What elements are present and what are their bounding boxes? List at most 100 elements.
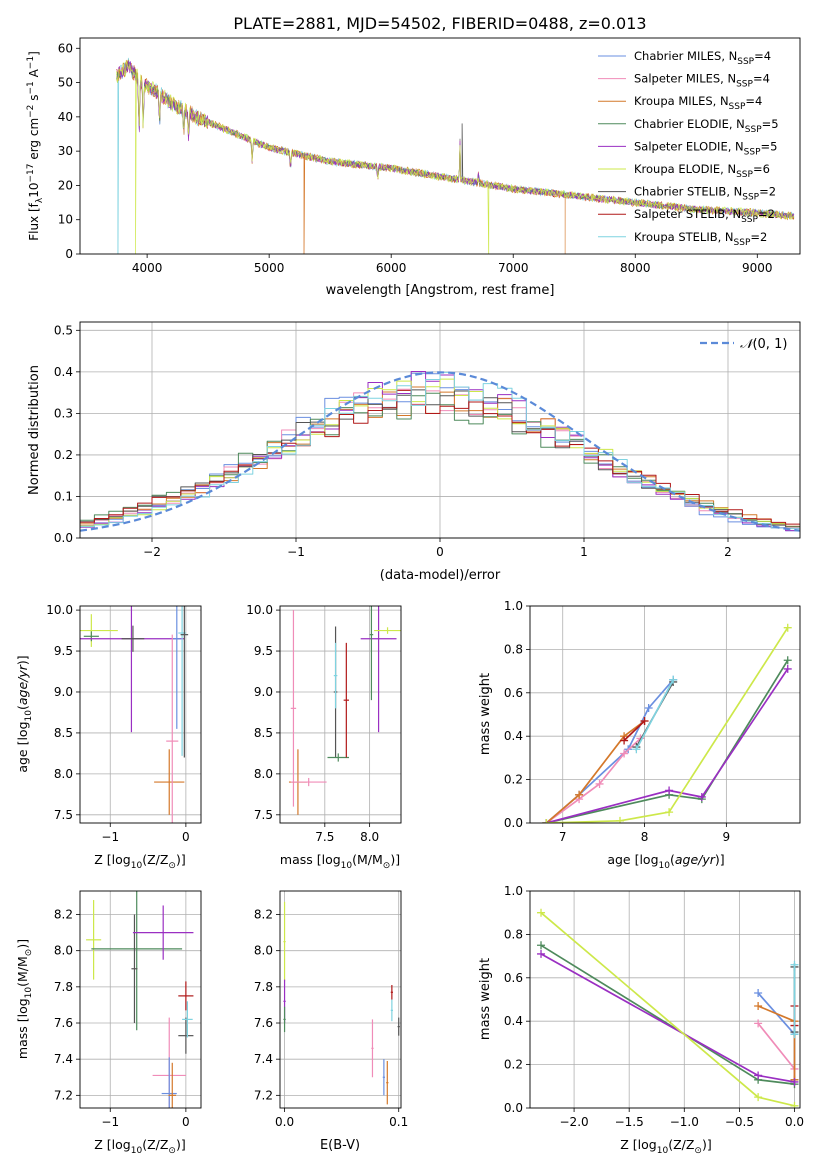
- series-chabrier-elodie: [537, 941, 799, 1089]
- y-tick-label: 9.5: [54, 644, 73, 658]
- errorbar-chabrier-elodie: [369, 606, 374, 701]
- x-tick-label: −1: [287, 545, 305, 559]
- axes-frame: [279, 605, 402, 824]
- histogram-salpeter-stelib: [80, 389, 800, 525]
- series-marker: [620, 749, 629, 758]
- normal-reference-curve: [80, 371, 800, 532]
- errorbar-kroupa-stelib: [333, 642, 338, 709]
- series-marker: [754, 1093, 763, 1102]
- spectrum-line-kroupa-miles: [116, 59, 795, 254]
- y-tick-label: 10.0: [46, 603, 73, 617]
- series-marker: [754, 1071, 763, 1080]
- series-line: [635, 679, 674, 750]
- series-marker: [542, 819, 551, 823]
- y-tick-label: 9.0: [54, 685, 73, 699]
- plot-area: [80, 371, 800, 532]
- axes-frame: [79, 37, 801, 255]
- y-tick-label: 0.2: [504, 773, 523, 787]
- series-marker: [790, 1101, 799, 1108]
- series-marker: [644, 703, 653, 712]
- y-tick-label: 0.4: [504, 1014, 523, 1028]
- y-tick-label: 0.5: [54, 323, 73, 337]
- errorbar-salpeter-miles: [371, 1019, 374, 1078]
- y-axis-label: mass weight: [478, 958, 493, 1040]
- x-tick-label: 0.0: [785, 1115, 804, 1129]
- spectrum-line-kroupa-elodie: [116, 60, 795, 254]
- plot-area: [537, 908, 799, 1108]
- legend-entry: Salpeter ELODIE, NSSP=5: [634, 139, 777, 157]
- y-tick-label: 1.0: [504, 599, 523, 613]
- y-tick-label: 10.0: [246, 603, 273, 617]
- errorbar-salpeter-elodie: [132, 905, 194, 960]
- y-axis-label: mass [log10(M/M⊙)]: [15, 939, 34, 1059]
- y-axis-label: mass weight: [478, 673, 493, 755]
- errorbar-salpeter-miles: [290, 610, 297, 807]
- y-tick-label: 7.2: [254, 1088, 273, 1102]
- series-marker: [790, 960, 799, 969]
- series-marker: [783, 656, 792, 665]
- x-axis-label: E(B-V): [320, 1138, 360, 1153]
- x-tick-label: −1: [101, 1115, 119, 1129]
- series-line: [540, 944, 795, 1085]
- mass-weight-vs-metallicity-panel: −2.0 −1.5 −1.0 −0.5 0.0 0.0 0.2 0.4 0.6 0.8 1.0 Z […: [478, 884, 804, 1156]
- errorbar-chabrier-miles: [161, 1057, 177, 1108]
- grid: [280, 606, 401, 823]
- y-tick-label: 0: [65, 247, 73, 261]
- x-tick-label: −1: [101, 830, 119, 844]
- legend-entry: Chabrier ELODIE, NSSP=5: [634, 117, 779, 135]
- legend-entry: Kroupa STELIB, NSSP=2: [634, 230, 767, 248]
- series-kroupa-elodie: [537, 908, 799, 1108]
- legend-entry: Kroupa MILES, NSSP=4: [634, 94, 762, 112]
- grid: [280, 891, 401, 1108]
- y-tick-label: 0.6: [504, 971, 523, 985]
- errorbar-kroupa-miles: [154, 749, 185, 815]
- y-tick-label: 0.0: [54, 531, 73, 545]
- y-tick-label: 8.5: [54, 726, 73, 740]
- y-tick-label: 40: [58, 110, 73, 124]
- series-line: [546, 659, 789, 823]
- series-line: [546, 668, 789, 823]
- series-kroupa-stelib: [632, 675, 678, 754]
- y-tick-label: 0.2: [504, 1058, 523, 1072]
- y-tick-label: 7.8: [54, 980, 73, 994]
- y-tick-label: 8.0: [54, 767, 73, 781]
- errorbar-kroupa-elodie: [86, 900, 102, 980]
- errorbar-chabrier-miles: [382, 1059, 386, 1096]
- x-tick-label: 8: [641, 830, 649, 844]
- plot-area: [80, 606, 189, 823]
- x-tick-label: 0: [182, 830, 190, 844]
- y-tick-label: 9.0: [254, 685, 273, 699]
- errorbar-kroupa-stelib: [390, 999, 394, 1022]
- series-kroupa-miles: [754, 1002, 799, 1084]
- series-marker: [665, 808, 674, 817]
- legend-entry: Chabrier MILES, NSSP=4: [634, 49, 771, 67]
- series-line: [540, 953, 795, 1083]
- histogram-kroupa-stelib: [80, 371, 800, 530]
- legend-entry: Kroupa ELODIE, NSSP=6: [634, 162, 770, 180]
- y-tick-label: 1.0: [504, 884, 523, 898]
- axes-frame: [279, 890, 402, 1109]
- x-tick-label: 0.1: [389, 1115, 408, 1129]
- y-tick-label: 7.5: [54, 808, 73, 822]
- y-tick-label: 0.3: [54, 406, 73, 420]
- x-tick-label: −2.0: [560, 1115, 589, 1129]
- x-tick-label: 2: [724, 545, 732, 559]
- x-axis-label: mass [log10(M/M⊙)]: [280, 852, 400, 871]
- y-tick-label: 7.6: [54, 1016, 73, 1030]
- plot-area: [86, 891, 194, 1108]
- legend: 𝒩(0, 1): [700, 337, 787, 352]
- series-marker: [665, 786, 674, 795]
- y-tick-label: 8.2: [54, 908, 73, 922]
- legend-entry: 𝒩(0, 1): [740, 337, 787, 352]
- axes-frame: [529, 890, 801, 1109]
- series-line: [545, 679, 674, 823]
- y-tick-label: 8.0: [254, 767, 273, 781]
- y-tick-label: 0.0: [504, 816, 523, 830]
- x-tick-label: 8000: [620, 261, 651, 275]
- series-marker: [537, 908, 546, 917]
- y-tick-label: 9.5: [254, 644, 273, 658]
- x-tick-label: 8.0: [360, 830, 379, 844]
- series-line: [757, 1022, 796, 1085]
- y-tick-label: 0.0: [504, 1101, 523, 1115]
